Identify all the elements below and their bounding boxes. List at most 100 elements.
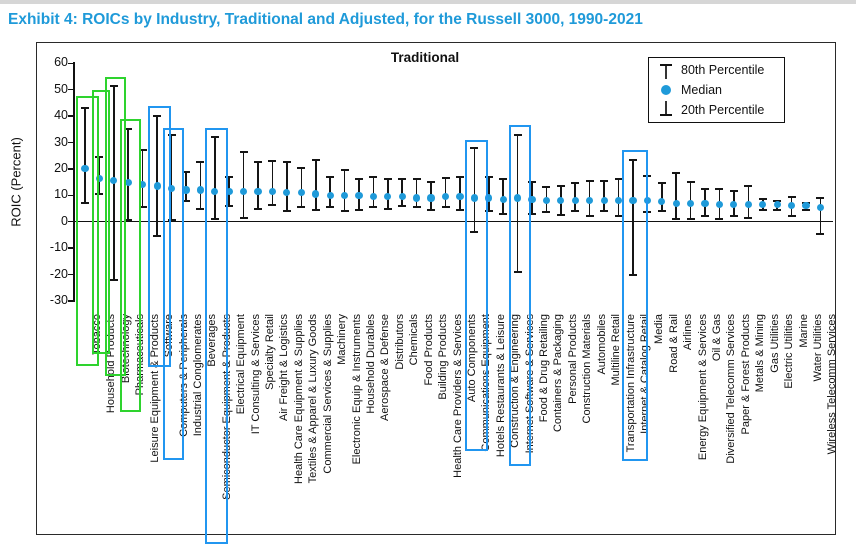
median-dot [369, 193, 377, 201]
error-bar-bottom-cap [513, 270, 522, 273]
median-dot [499, 195, 507, 203]
zero-baseline [75, 221, 833, 223]
legend-row-20th: 20th Percentile [657, 100, 784, 120]
median-dot [225, 187, 233, 195]
error-bar-top-cap [369, 175, 378, 178]
error-bar-bottom-cap [686, 218, 695, 221]
highlight-box-blue [508, 125, 531, 466]
error-bar-stem [516, 134, 519, 272]
median-dot [629, 196, 637, 205]
error-bar-top-cap [153, 115, 162, 118]
error-bar-bottom-cap [787, 215, 796, 218]
error-bar-stem [271, 160, 274, 205]
error-bar-bottom-cap [138, 206, 147, 209]
chart-subtitle: Traditional [390, 50, 460, 65]
median-dot [283, 189, 291, 197]
y-tick-mark [67, 141, 74, 144]
legend: 80th Percentile Median 20th Percentile [648, 57, 785, 123]
y-tick-label: -10 [49, 240, 68, 255]
y-tick-label: 20 [54, 160, 68, 175]
median-dot [773, 200, 781, 209]
median-dot-icon [657, 80, 677, 100]
highlight-box-green [105, 76, 127, 376]
error-bar-stem [141, 150, 144, 208]
error-bar-bottom-cap [311, 208, 320, 211]
median-dot [268, 187, 277, 195]
industry-label: Household Durables [364, 314, 377, 414]
error-bar-top-cap [311, 158, 320, 161]
error-bar-top-cap [542, 186, 551, 189]
error-bar-bottom-cap [326, 206, 335, 209]
industry-label: Machinery [336, 314, 349, 365]
median-dot [427, 194, 435, 202]
median-dot [557, 196, 565, 205]
error-bar-top-cap [383, 178, 392, 181]
median-dot [413, 194, 421, 202]
error-bar-top-cap [672, 171, 681, 174]
error-bar-top-cap [239, 150, 248, 153]
error-bar-top-cap [686, 181, 695, 184]
median-dot [701, 199, 709, 207]
error-bar-top-cap [210, 136, 219, 139]
highlight-box-blue [147, 105, 171, 367]
error-bar-bottom-cap [383, 207, 392, 210]
industry-label: IT Consulting & Services [249, 314, 262, 435]
median-dot [802, 202, 810, 210]
highlight-box-blue [163, 127, 185, 460]
error-bar-stem [603, 180, 605, 212]
industry-label: Distributors [393, 314, 406, 370]
error-bar-top-cap [340, 169, 349, 172]
error-bar-top-cap [95, 156, 104, 159]
error-bar-stem [286, 162, 288, 212]
error-bar-bottom-cap [297, 206, 306, 209]
median-dot [485, 194, 493, 202]
error-bar-top-cap [470, 146, 479, 149]
industry-label: Water Utilities [812, 314, 824, 382]
error-bar-top-cap [499, 178, 508, 181]
median-dot [456, 193, 464, 201]
error-bar-top-cap [556, 185, 565, 188]
y-tick-mark [67, 168, 74, 170]
median-dot [196, 186, 204, 194]
error-bar-stem [257, 162, 259, 209]
error-bar-top-cap [196, 161, 205, 164]
industry-label: Air Freight & Logistics [278, 314, 291, 421]
screenshot-top-strip [0, 0, 856, 4]
error-bar-bottom-cap [729, 215, 738, 218]
median-dot [297, 189, 305, 197]
y-tick-label: 60 [54, 55, 68, 70]
error-bar-top-cap [225, 175, 234, 178]
error-bar-stem [444, 178, 447, 208]
industry-label: Chemicals [408, 314, 421, 366]
error-bar-bottom-cap [614, 215, 623, 218]
median-dot [571, 196, 579, 205]
median-dot [687, 199, 695, 207]
y-tick-label: -20 [49, 266, 68, 281]
error-bar-top-cap [729, 190, 738, 193]
error-bar-stem [819, 197, 822, 234]
error-bar-top-cap [701, 187, 710, 190]
error-bar-bottom-cap [585, 215, 594, 218]
y-tick-mark [67, 194, 74, 197]
industry-label: Gas Utilities [768, 314, 781, 373]
error-bar-top-cap [254, 161, 263, 164]
error-bar-bottom-cap [571, 210, 580, 213]
median-dot [614, 196, 623, 205]
industry-label: Hotels Restaurants & Leisure [494, 314, 507, 458]
y-tick-mark [67, 115, 74, 117]
error-bar-bottom-cap [701, 215, 710, 218]
error-bar-bottom-cap [124, 219, 133, 222]
industry-label: Road & Rail [667, 314, 680, 373]
median-dot [139, 181, 147, 189]
error-bar-top-cap [181, 170, 190, 173]
error-bar-top-cap [455, 175, 464, 178]
error-bar-bottom-cap [282, 210, 291, 213]
error-bar-bottom-cap [470, 231, 479, 234]
error-bar-bottom-cap [484, 210, 493, 213]
error-bar-top-cap [297, 166, 306, 169]
error-bar-top-cap [585, 179, 594, 182]
error-bar-top-cap [614, 178, 623, 181]
legend-label-80th: 80th Percentile [681, 63, 765, 77]
industry-label: Health Care Providers & Services [451, 314, 464, 478]
y-tick-mark [67, 247, 74, 249]
